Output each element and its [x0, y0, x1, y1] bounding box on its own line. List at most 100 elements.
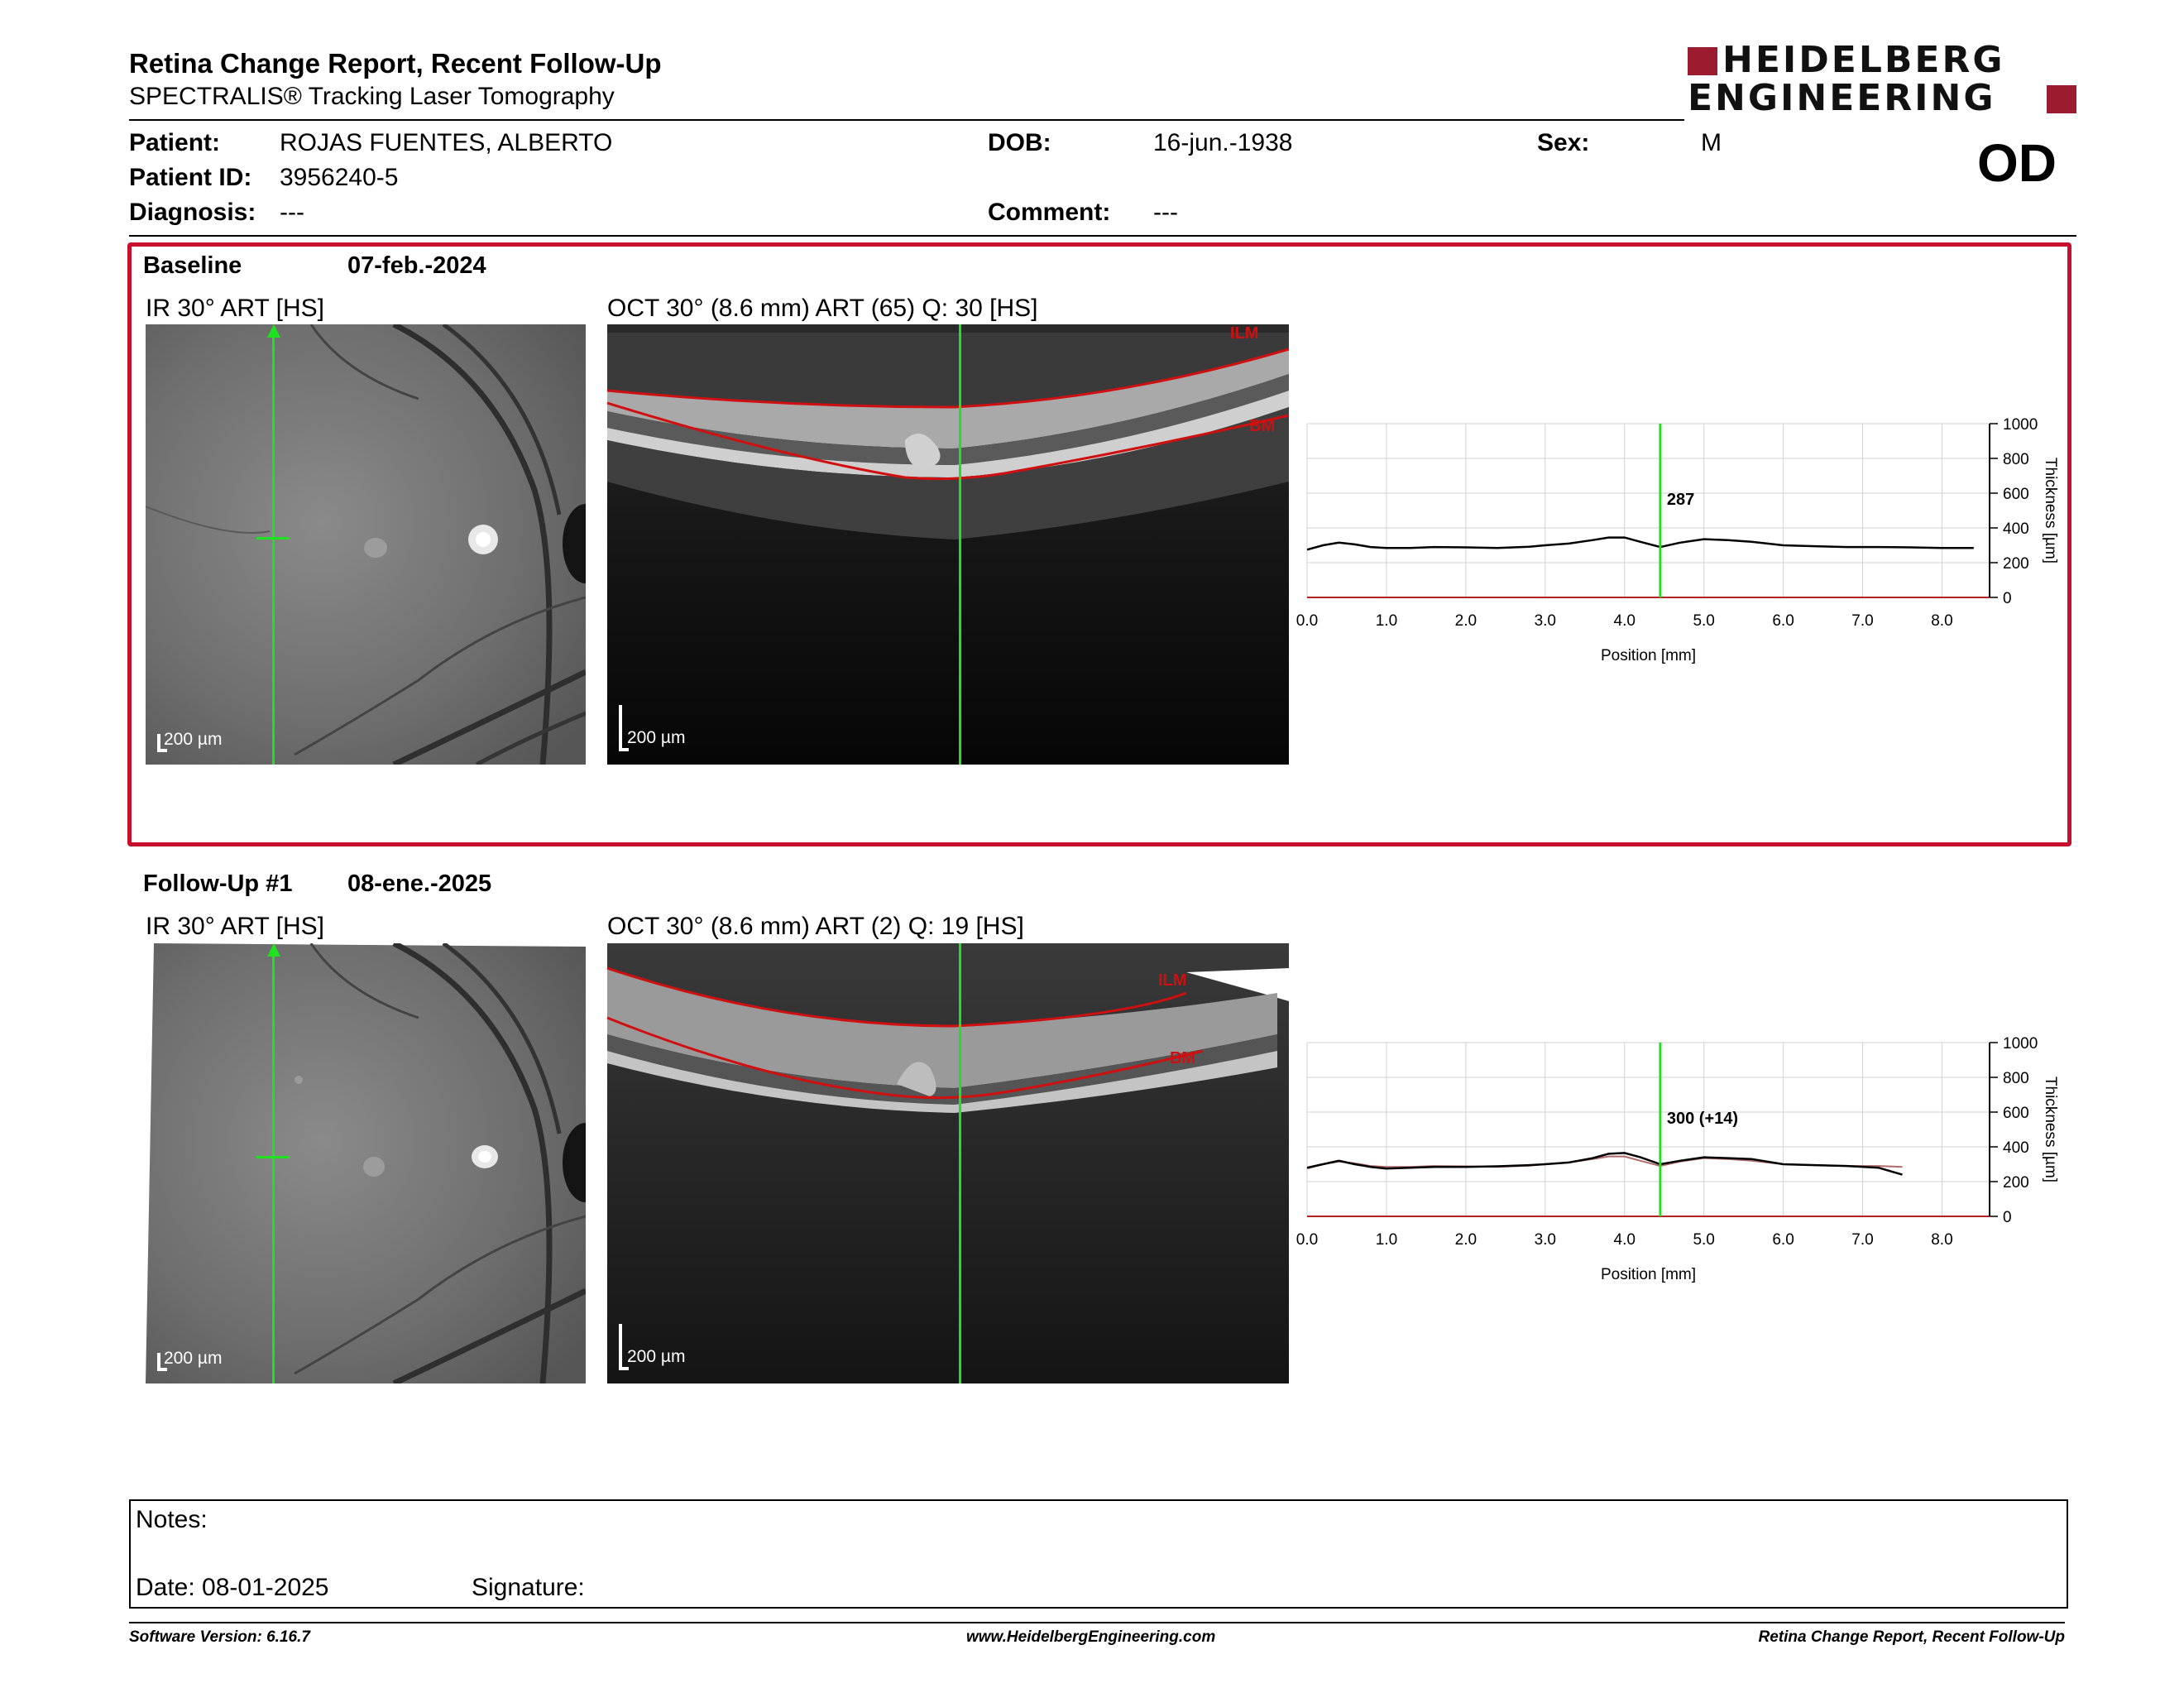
followup-label: Follow-Up #1 — [143, 870, 293, 897]
x-tick-label: 4.0 — [1614, 1231, 1636, 1249]
comment-label: Comment: — [988, 199, 1111, 226]
oct-position-line[interactable] — [959, 943, 961, 1383]
scan-direction-arrow-icon — [267, 943, 280, 957]
followup-ir-image[interactable]: 200 µm — [146, 943, 586, 1383]
fovea-marker — [256, 1156, 290, 1158]
dob-label: DOB: — [988, 129, 1051, 156]
y-tick-label: 1000 — [2003, 1035, 2038, 1053]
diagnosis-value: --- — [280, 199, 304, 226]
logo-square-top — [1688, 47, 1717, 75]
logo-square-bottom — [2047, 85, 2076, 113]
baseline-oct-title: OCT 30° (8.6 mm) ART (65) Q: 30 [HS] — [607, 295, 1038, 322]
x-tick-label: 3.0 — [1535, 1231, 1556, 1249]
heidelberg-logo: HEIDELBERG ENGINEERING — [1688, 39, 2076, 119]
followup-oct-title: OCT 30° (8.6 mm) ART (2) Q: 19 [HS] — [607, 913, 1024, 940]
notes-box[interactable]: Notes: Date: 08-01-2025 Signature: — [129, 1499, 2068, 1609]
y-tick-label: 400 — [2003, 1139, 2029, 1157]
x-tick-label: 5.0 — [1693, 612, 1714, 630]
patient-divider — [129, 235, 2076, 237]
scan-line[interactable] — [272, 329, 275, 765]
eye-label: OD — [1977, 133, 2057, 193]
baseline-ir-image[interactable]: 200 µm — [146, 324, 586, 765]
y-tick-label: 0 — [2003, 1209, 2012, 1226]
thickness-series-line — [1306, 1155, 1903, 1170]
software-version: Software Version: 6.16.7 — [129, 1628, 310, 1646]
x-tick-label: 8.0 — [1931, 612, 1952, 630]
y-tick-label: 600 — [2003, 1105, 2029, 1122]
x-tick-label: 6.0 — [1772, 612, 1794, 630]
followup-ilm-label: ILM — [1158, 971, 1187, 990]
baseline-frame — [127, 242, 2071, 846]
y-tick-label: 400 — [2003, 520, 2029, 538]
website[interactable]: www.HeidelbergEngineering.com — [966, 1628, 1216, 1646]
scan-line[interactable] — [272, 948, 275, 1383]
x-tick-label: 7.0 — [1851, 1231, 1873, 1249]
patient-label: Patient: — [129, 129, 221, 156]
sex-label: Sex: — [1537, 129, 1590, 156]
cursor-thickness-label: 287 — [1667, 491, 1694, 509]
logo-line2: ENGINEERING — [1688, 77, 1996, 119]
thickness-series-line — [1306, 1152, 1903, 1176]
baseline-date: 07-feb.-2024 — [347, 252, 486, 279]
followup-oct-scale: 200 µm — [627, 1347, 686, 1366]
x-tick-label: 1.0 — [1376, 612, 1397, 630]
baseline-ilm-label: ILM — [1230, 324, 1259, 343]
followup-ir-scale: 200 µm — [164, 1349, 223, 1368]
x-tick-label: 5.0 — [1693, 1231, 1714, 1249]
followup-oct-image[interactable]: ILM BM 200 µm — [607, 943, 1289, 1383]
baseline-oct-scale: 200 µm — [627, 728, 686, 747]
y-tick-label: 600 — [2003, 486, 2029, 503]
y-tick-label: 200 — [2003, 555, 2029, 573]
cursor-thickness-label: 300 (+14) — [1667, 1110, 1738, 1128]
sex-value: M — [1701, 129, 1722, 156]
oct-position-line[interactable] — [959, 324, 961, 765]
y-axis-label: Thickness [µm] — [2042, 1077, 2059, 1182]
scan-direction-arrow-icon — [267, 324, 280, 338]
notes-date: Date: 08-01-2025 — [136, 1574, 329, 1601]
followup-ir-title: IR 30° ART [HS] — [146, 913, 324, 940]
oct-scale-bar — [619, 705, 629, 751]
followup-bm-label: BM — [1170, 1049, 1196, 1067]
header-divider — [129, 119, 1684, 121]
y-tick-label: 200 — [2003, 1174, 2029, 1192]
diagnosis-label: Diagnosis: — [129, 199, 256, 226]
oct-scale-bar — [619, 1324, 629, 1370]
ir-scale-bar — [157, 734, 167, 752]
ir-scale-bar — [157, 1353, 167, 1371]
x-tick-label: 1.0 — [1376, 1231, 1397, 1249]
report-title: Retina Change Report, Recent Follow-Up — [129, 48, 662, 79]
notes-label: Notes: — [136, 1506, 208, 1533]
report-subtitle: SPECTRALIS® Tracking Laser Tomography — [129, 83, 615, 110]
dob-value: 16-jun.-1938 — [1153, 129, 1293, 156]
fovea-marker — [256, 537, 290, 539]
y-tick-label: 0 — [2003, 590, 2012, 607]
oct-bscan — [607, 943, 1289, 1383]
x-tick-label: 2.0 — [1455, 1231, 1477, 1249]
y-tick-label: 800 — [2003, 451, 2029, 468]
signature-label: Signature: — [472, 1574, 585, 1601]
baseline-bm-label: BM — [1249, 417, 1276, 435]
x-tick-label: 2.0 — [1455, 612, 1477, 630]
thickness-series-line — [1306, 536, 1974, 551]
logo-line1: HEIDELBERG — [1722, 39, 2005, 81]
baseline-oct-image[interactable]: ILM BM 200 µm — [607, 324, 1289, 765]
fundus-picture — [146, 943, 586, 1383]
x-tick-label: 3.0 — [1535, 612, 1556, 630]
footer-report-name: Retina Change Report, Recent Follow-Up — [1758, 1628, 2065, 1646]
patient-name: ROJAS FUENTES, ALBERTO — [280, 129, 613, 156]
x-tick-label: 7.0 — [1851, 612, 1873, 630]
y-tick-label: 800 — [2003, 1070, 2029, 1087]
y-tick-label: 1000 — [2003, 416, 2038, 434]
baseline-thickness-chart: 0.0 1.0 2.0 3.0 4.0 5.0 6.0 7.0 8.0 0 200 400 600 800… — [1296, 416, 2059, 664]
baseline-ir-title: IR 30° ART [HS] — [146, 295, 324, 322]
patient-id-label: Patient ID: — [129, 164, 252, 191]
patient-id: 3956240-5 — [280, 164, 399, 191]
fundus-picture — [146, 324, 586, 765]
x-axis-label: Position [mm] — [1601, 1266, 1696, 1283]
footer-divider — [129, 1622, 2065, 1623]
comment-value: --- — [1153, 199, 1178, 226]
followup-thickness-chart: 0.0 1.0 2.0 3.0 4.0 5.0 6.0 7.0 8.0 0 200 400 600 800… — [1296, 1035, 2059, 1283]
y-axis-label: Thickness [µm] — [2042, 458, 2059, 563]
x-tick-label: 4.0 — [1614, 612, 1636, 630]
followup-date: 08-ene.-2025 — [347, 870, 492, 897]
